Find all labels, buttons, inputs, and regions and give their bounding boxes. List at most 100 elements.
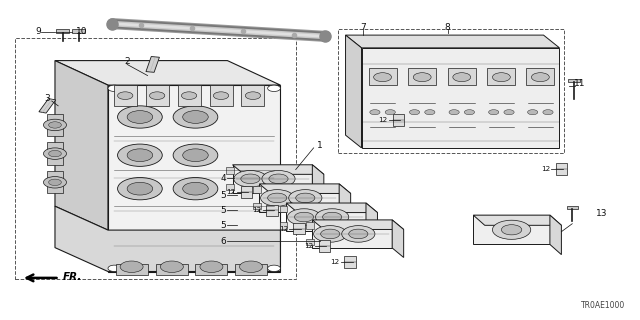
Circle shape: [182, 182, 208, 195]
Bar: [209, 85, 232, 106]
Circle shape: [161, 261, 183, 272]
Bar: [566, 206, 578, 209]
Circle shape: [127, 111, 153, 123]
Circle shape: [44, 148, 67, 159]
Polygon shape: [346, 35, 559, 48]
Circle shape: [245, 92, 260, 100]
Circle shape: [453, 73, 470, 82]
Circle shape: [150, 92, 165, 100]
Text: 10: 10: [76, 28, 88, 36]
Circle shape: [182, 111, 208, 123]
Bar: [448, 68, 476, 85]
Polygon shape: [346, 35, 362, 148]
Circle shape: [449, 110, 460, 115]
Circle shape: [241, 174, 260, 184]
Bar: [312, 220, 392, 248]
Bar: [369, 68, 397, 85]
Circle shape: [118, 144, 163, 166]
Polygon shape: [39, 99, 56, 113]
Polygon shape: [232, 165, 324, 174]
Polygon shape: [366, 203, 378, 241]
Polygon shape: [55, 206, 280, 271]
Text: 12: 12: [227, 189, 236, 195]
Circle shape: [118, 178, 163, 200]
Circle shape: [49, 150, 61, 157]
Text: 8: 8: [445, 23, 451, 32]
Circle shape: [492, 73, 510, 82]
Bar: [156, 264, 188, 275]
Circle shape: [213, 92, 228, 100]
Bar: [306, 239, 314, 245]
Bar: [226, 184, 234, 190]
Circle shape: [268, 85, 280, 92]
Circle shape: [127, 149, 153, 162]
Bar: [15, 38, 296, 279]
Text: 12: 12: [252, 207, 261, 213]
Bar: [266, 204, 278, 216]
Circle shape: [531, 73, 549, 82]
Circle shape: [289, 190, 322, 206]
Text: 3: 3: [44, 94, 50, 103]
Bar: [306, 222, 314, 229]
Polygon shape: [473, 215, 561, 225]
Polygon shape: [339, 184, 351, 221]
Bar: [72, 29, 85, 33]
Bar: [286, 203, 366, 231]
Bar: [253, 187, 260, 193]
Bar: [241, 85, 264, 106]
Bar: [241, 186, 252, 197]
Circle shape: [316, 209, 349, 225]
Text: 5: 5: [220, 221, 226, 230]
Circle shape: [269, 174, 288, 184]
Circle shape: [118, 106, 163, 128]
Text: TR0AE1000: TR0AE1000: [581, 301, 625, 310]
Bar: [319, 240, 330, 252]
Circle shape: [413, 73, 431, 82]
Text: 12: 12: [378, 117, 388, 123]
Polygon shape: [312, 165, 324, 202]
Circle shape: [323, 212, 342, 222]
Circle shape: [321, 229, 340, 239]
Circle shape: [527, 110, 538, 115]
Bar: [177, 85, 200, 106]
Circle shape: [173, 106, 218, 128]
Bar: [47, 171, 63, 194]
Bar: [47, 114, 63, 136]
Circle shape: [234, 171, 267, 187]
Circle shape: [385, 110, 396, 115]
Bar: [338, 29, 564, 153]
Circle shape: [374, 73, 392, 82]
Bar: [232, 165, 312, 193]
Circle shape: [425, 110, 435, 115]
Circle shape: [314, 226, 347, 242]
Bar: [56, 29, 69, 33]
Polygon shape: [108, 85, 280, 271]
Polygon shape: [55, 60, 280, 85]
Text: 4: 4: [220, 174, 226, 183]
Polygon shape: [362, 48, 559, 148]
Circle shape: [118, 92, 133, 100]
Bar: [293, 223, 305, 234]
Text: 5: 5: [220, 190, 226, 200]
Text: 12: 12: [305, 243, 314, 249]
Circle shape: [294, 212, 314, 222]
Bar: [47, 142, 63, 165]
Text: 12: 12: [279, 226, 288, 231]
Bar: [235, 264, 267, 275]
Text: 2: 2: [124, 57, 130, 66]
Text: 11: 11: [574, 79, 586, 88]
Bar: [473, 215, 550, 244]
Polygon shape: [259, 184, 351, 194]
Bar: [226, 167, 234, 174]
Circle shape: [410, 110, 420, 115]
Bar: [556, 163, 567, 175]
Text: 1: 1: [317, 141, 323, 150]
Circle shape: [262, 171, 295, 187]
Polygon shape: [286, 203, 378, 212]
Polygon shape: [55, 60, 108, 230]
Text: 6: 6: [220, 237, 226, 246]
Text: 12: 12: [330, 259, 340, 265]
Polygon shape: [312, 220, 404, 229]
Bar: [280, 222, 287, 228]
Circle shape: [504, 110, 514, 115]
